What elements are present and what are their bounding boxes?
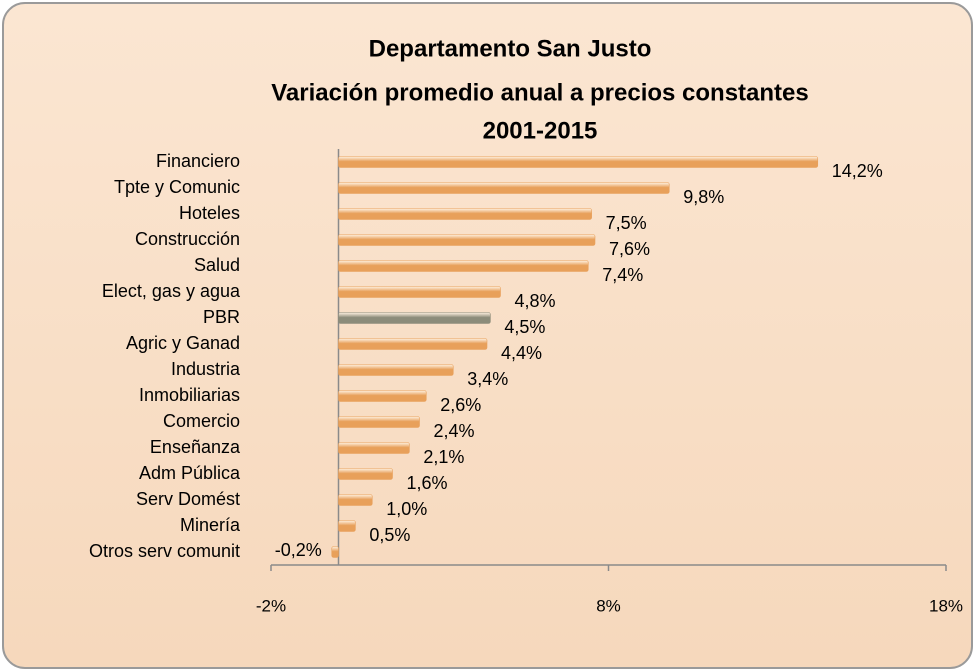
bar [338, 156, 819, 168]
category-label: Serv Domést [136, 489, 240, 509]
category-label: Inmobiliarias [139, 385, 240, 405]
value-label: 7,4% [602, 265, 643, 285]
value-label: 4,8% [515, 291, 556, 311]
bar [338, 390, 427, 402]
bar [331, 546, 339, 558]
category-label: Tpte y Comunic [114, 177, 240, 197]
chart-title: 2001-2015 [483, 117, 598, 144]
value-label: 2,6% [440, 395, 481, 415]
bar [338, 208, 592, 220]
value-label: 4,4% [501, 343, 542, 363]
category-label: Enseñanza [150, 437, 241, 457]
value-label: 3,4% [467, 369, 508, 389]
category-label: Minería [180, 515, 241, 535]
chart-title: Variación promedio anual a precios const… [271, 79, 809, 106]
x-tick-label: 18% [929, 596, 963, 615]
bar [338, 442, 410, 454]
chart-title: Departamento San Justo [369, 35, 652, 62]
category-label: Hoteles [179, 203, 240, 223]
category-label: Agric y Ganad [126, 333, 240, 353]
category-label: Salud [194, 255, 240, 275]
value-label: 1,6% [407, 473, 448, 493]
value-label: 7,5% [606, 213, 647, 233]
bar [338, 338, 488, 350]
value-label: 9,8% [683, 187, 724, 207]
bar [338, 286, 501, 298]
bar [338, 416, 420, 428]
value-label: -0,2% [275, 540, 322, 560]
value-label: 0,5% [369, 525, 410, 545]
bar [338, 494, 373, 506]
bar [338, 260, 589, 272]
category-label: Financiero [156, 151, 240, 171]
bar [338, 182, 670, 194]
bar [338, 234, 596, 246]
value-label: 1,0% [386, 499, 427, 519]
value-label: 2,1% [423, 447, 464, 467]
category-label: Comercio [163, 411, 240, 431]
category-label: Adm Pública [139, 463, 241, 483]
value-label: 14,2% [832, 161, 883, 181]
bar [338, 520, 356, 532]
value-label: 4,5% [504, 317, 545, 337]
bar [338, 312, 491, 324]
x-tick-label: -2% [256, 596, 286, 615]
value-label: 2,4% [434, 421, 475, 441]
bar [338, 364, 454, 376]
category-label: Elect, gas y agua [102, 281, 241, 301]
x-tick-label: 8% [596, 596, 621, 615]
category-label: Construcción [135, 229, 240, 249]
category-label: Otros serv comunit [89, 541, 240, 561]
category-label: Industria [171, 359, 241, 379]
value-label: 7,6% [609, 239, 650, 259]
category-label: PBR [203, 307, 240, 327]
bar [338, 468, 393, 480]
